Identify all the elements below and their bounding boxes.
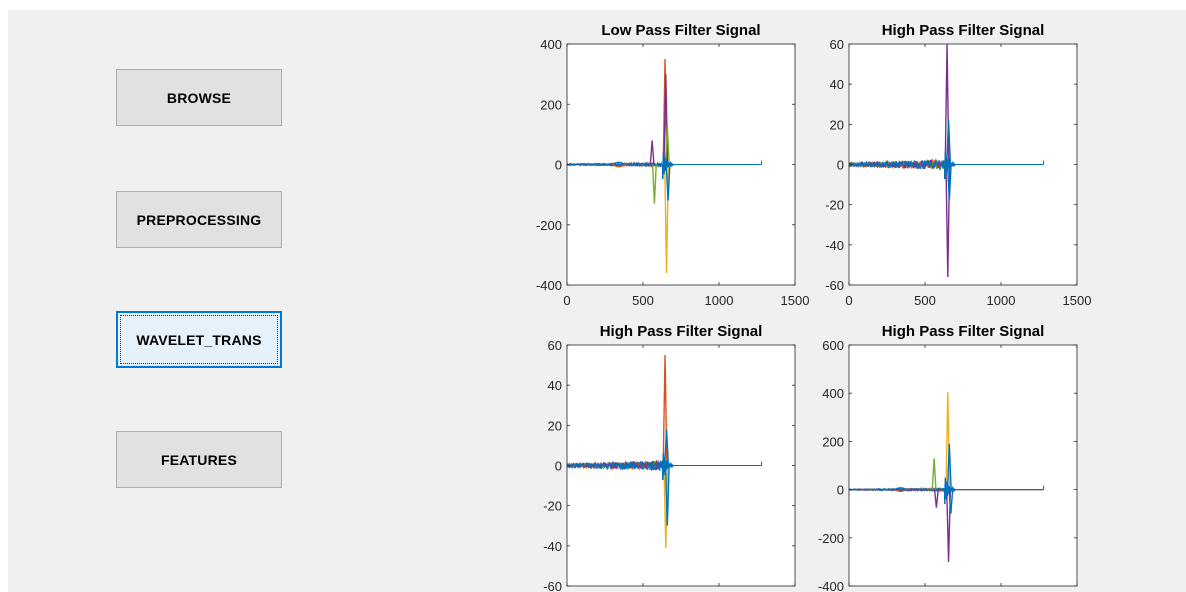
y-tick-label: -20 [825,198,844,213]
signal-spike [664,429,670,466]
y-tick-label: 200 [540,97,562,112]
chart-2: High Pass Filter Signal -60 -40 -20 0 20 40 60 0… [825,22,1091,308]
signal-burst [944,477,956,505]
y-tick-label: -200 [818,531,844,546]
chart-1: Low Pass Filter Signal -400 -200 0 200 400 0 50… [536,22,809,308]
series-group [849,44,1045,277]
y-tick-label: -400 [536,278,562,293]
wave-bump [894,487,908,491]
wave-bump [612,163,626,168]
signal-burst [662,152,674,179]
chart-title: High Pass Filter Signal [882,22,1045,39]
preprocessing-button-label: PREPROCESSING [136,211,262,228]
y-tick-label: 0 [837,158,844,173]
signal-spike [662,355,668,466]
signal-spike [665,164,671,201]
y-tick-label: 40 [548,378,562,393]
signal-spike [946,120,952,165]
y-tick-label: 0 [555,459,562,474]
y-tick-label: 400 [822,386,844,401]
y-tick-label: 20 [830,117,844,132]
x-tick-label: 0 [563,293,570,308]
x-tick-label: 1000 [705,293,734,308]
signal-spike [946,164,952,201]
signal-spike [946,489,952,562]
y-tick-label: -60 [543,579,562,592]
y-tick-label: 400 [540,37,562,52]
y-tick-label: 0 [555,158,562,173]
browse-button[interactable]: BROWSE [116,69,282,126]
features-button-label: FEATURES [160,451,237,468]
series-group [849,391,1045,562]
y-tick-label: 600 [822,338,844,353]
y-tick-label: 60 [830,37,844,52]
chart-3: High Pass Filter Signal-60-40-2002040600… [543,323,796,592]
y-tick-label: -20 [543,499,562,514]
wave-bump [612,161,626,166]
signal-spike [945,164,951,277]
y-tick-label: 0 [837,483,844,498]
wavelet-trans-button[interactable]: WAVELET_TRANS [116,311,282,368]
signal-line [567,460,762,472]
signal-spike [649,140,655,165]
axes-box [848,344,1078,587]
features-button[interactable]: FEATURES [116,431,282,488]
signal-spike [651,164,657,204]
signal-spike [948,489,954,514]
browse-button-label: BROWSE [166,89,232,106]
y-tick-label: -200 [536,218,562,233]
axes-background [849,345,1077,586]
y-tick-label: -40 [543,539,562,554]
x-tick-label: 1500 [1063,293,1092,308]
series-group [567,59,763,273]
x-tick-label: 1000 [987,293,1016,308]
series-group [567,355,763,548]
y-tick-label: -400 [818,579,844,592]
y-tick-label: 20 [548,418,562,433]
signal-burst [944,152,956,179]
x-tick-label: 500 [632,293,654,308]
wavelet-trans-button-label: WAVELET_TRANS [136,331,262,348]
signal-spike [664,125,670,165]
signal-burst [662,453,674,480]
signal-spike [931,458,937,490]
y-tick-label: 200 [822,434,844,449]
preprocessing-button[interactable]: PREPROCESSING [116,191,282,248]
signal-spike [946,443,952,490]
chart-title: High Pass Filter Signal [600,323,763,340]
x-tick-label: 0 [845,293,852,308]
y-tick-label: 60 [548,338,562,353]
y-tick-label: 40 [830,77,844,92]
signal-spike [664,465,670,526]
chart-title: Low Pass Filter Signal [601,22,760,39]
y-tick-label: -60 [825,278,844,293]
chart-4: High Pass Filter Signal -400 -200 0 200 400 60… [818,323,1078,592]
wave-bump [894,489,908,493]
x-tick-label: 500 [914,293,936,308]
chart-title: High Pass Filter Signal [882,323,1045,340]
y-tick-label: -40 [825,238,844,253]
focus-ring [120,315,278,364]
signal-line [849,158,1044,171]
signal-spike [933,489,939,508]
x-tick-label: 1500 [781,293,810,308]
